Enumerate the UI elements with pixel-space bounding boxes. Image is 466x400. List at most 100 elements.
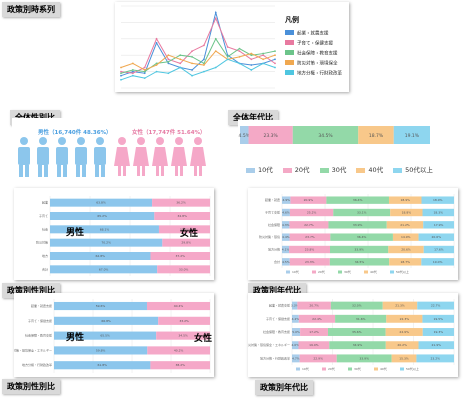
bar-value-label: 38.2%	[175, 363, 185, 367]
bar-value-label: 34.5%	[178, 334, 188, 338]
bar-segment	[326, 196, 389, 204]
person-body	[94, 147, 106, 165]
series-line-4	[120, 58, 276, 81]
legend-swatch	[364, 270, 368, 274]
timeseries-panel: 凡例 起業・就農支援 子育て・保健支援 社会保障・教育支援 防災対策・環境保全 地方分権・…	[115, 2, 349, 92]
bar-segment	[390, 208, 423, 217]
category-label: 地方分権・行財政改革	[22, 362, 52, 367]
data-point	[226, 46, 229, 48]
person-leg	[118, 166, 121, 176]
legend-label: 社会保障・教育支援	[297, 50, 338, 57]
bar-segment	[327, 328, 386, 336]
legend-label: 30代	[354, 366, 361, 371]
category-label: 子育て・保健支援	[28, 318, 52, 323]
data-point	[250, 58, 253, 61]
bar-value-label: 18.9%	[400, 198, 410, 202]
data-point	[191, 50, 193, 52]
person-leg	[180, 166, 183, 176]
data-point	[250, 54, 253, 57]
bar-value-label: 66.8%	[101, 319, 111, 323]
person-dress	[190, 147, 206, 166]
bar-segment	[158, 316, 210, 325]
bar-segment	[289, 221, 329, 229]
bar-value-label: 4.6%	[282, 211, 290, 215]
legend-swatch	[322, 367, 326, 371]
legend-item-30: 30代	[319, 164, 346, 174]
bar-value-label: 70.2%	[101, 241, 111, 245]
male-overlay-label-2: 男性	[66, 333, 85, 343]
legend-item-20: 20代	[282, 164, 310, 174]
bar-value-label: 59.8%	[96, 348, 106, 352]
data-point	[274, 50, 276, 52]
bar-segment	[54, 331, 157, 340]
bar-segment	[54, 346, 148, 355]
bar-value-label: 34.9%	[353, 343, 363, 347]
bar-segment	[418, 233, 454, 241]
category-label: 社会保障	[268, 222, 280, 227]
bar-value-label: 3.3%	[291, 304, 299, 308]
bar-segment	[330, 233, 393, 241]
person-leg	[194, 166, 197, 176]
bar-value-label: 18.7%	[400, 260, 410, 264]
bar-segment	[421, 258, 454, 266]
male-person-icon	[37, 137, 49, 177]
data-point	[262, 52, 265, 55]
person-leg	[95, 165, 99, 177]
male-label: 男性（16,740件 48.36%）	[38, 130, 112, 136]
person-leg	[44, 165, 48, 177]
bar-value-label: 4.2%	[292, 317, 300, 321]
person-leg	[156, 166, 159, 176]
legend-swatch	[338, 270, 342, 274]
data-point	[167, 54, 170, 57]
bar-value-label: 14.9%	[401, 235, 411, 239]
female-person-icon	[171, 137, 187, 176]
bar-value-label: 63.8%	[96, 201, 106, 205]
legend-label: 防災対策・環境保全	[297, 60, 338, 67]
bar-segment	[329, 258, 390, 266]
bar-segment	[388, 196, 422, 204]
legend-swatch	[400, 367, 404, 371]
person-body	[37, 147, 49, 165]
bar-value-label: 40.4%	[174, 304, 184, 308]
data-point	[203, 64, 205, 66]
person-head	[39, 137, 47, 145]
bar-value-label: 34.8%	[177, 214, 187, 218]
data-point	[274, 62, 276, 65]
bar-value-label: 20.2%	[397, 343, 407, 347]
bar-segment	[385, 328, 423, 336]
data-point	[155, 62, 158, 65]
bar-value-label: 19.5%	[433, 317, 443, 321]
person-leg	[25, 165, 29, 177]
bar-segment	[329, 245, 389, 254]
bar-value-label: 19.3%	[434, 330, 444, 334]
data-point	[131, 72, 134, 75]
bar-segment	[392, 233, 419, 241]
bar-value-label: 61.8%	[97, 363, 107, 367]
bar-value-label: 21.9%	[431, 343, 441, 347]
bar-segment	[50, 265, 158, 274]
bar-value-label: 35.6%	[352, 330, 362, 334]
data-point	[274, 58, 276, 61]
bar-segment	[157, 265, 210, 274]
data-point	[179, 66, 182, 69]
data-point	[155, 70, 158, 73]
person-leg	[175, 166, 178, 176]
policy-gender-bottom-panel: 起業・就農支援 59.6% 40.4% 子育て・保健支援 66.8% 33.2% 社会保障・…	[7, 293, 214, 377]
age-total-chart: 4.5% 23.3% 34.5% 18.7% 19.1%	[239, 126, 430, 144]
bar-segment	[282, 258, 290, 266]
category-label: 防災対策・環境	[259, 234, 280, 239]
bar-value-label: 33.2%	[179, 319, 189, 323]
data-point	[191, 62, 193, 65]
bar-value-label: 20.7%	[309, 304, 319, 308]
person-dress	[152, 147, 168, 166]
bar-segment	[421, 196, 454, 204]
bar-segment	[146, 301, 210, 311]
bar-segment	[385, 341, 419, 350]
data-point	[179, 54, 182, 57]
person-dress	[171, 147, 187, 166]
bar-segment	[282, 245, 290, 254]
bar-segment	[418, 341, 454, 350]
legend-label: 20代	[318, 269, 325, 274]
female-overlay-label: 女性	[180, 229, 199, 239]
category-label: 起業・就農	[265, 197, 280, 202]
